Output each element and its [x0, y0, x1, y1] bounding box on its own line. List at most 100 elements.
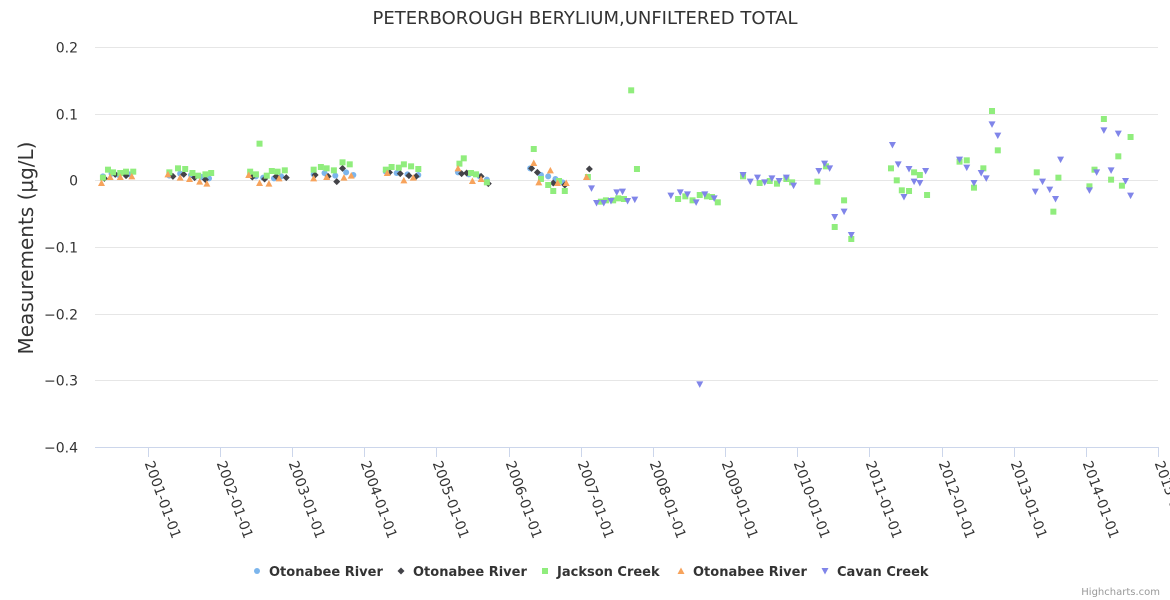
data-point[interactable]	[339, 164, 347, 172]
data-point[interactable]	[994, 132, 1002, 140]
data-point[interactable]	[831, 224, 838, 230]
data-point[interactable]	[1127, 134, 1134, 140]
data-point[interactable]	[203, 180, 211, 187]
data-point[interactable]	[562, 179, 570, 187]
data-point[interactable]	[841, 197, 848, 204]
data-point[interactable]	[924, 192, 931, 198]
data-point[interactable]	[1085, 187, 1093, 194]
data-point[interactable]	[265, 180, 273, 187]
data-point[interactable]	[970, 184, 977, 191]
data-point[interactable]	[164, 170, 172, 178]
data-point[interactable]	[409, 174, 417, 181]
data-point[interactable]	[186, 175, 194, 183]
data-point[interactable]	[275, 174, 283, 182]
data-point[interactable]	[620, 196, 627, 202]
data-point[interactable]	[1052, 196, 1060, 203]
data-point[interactable]	[1050, 208, 1057, 215]
data-point[interactable]	[528, 164, 536, 172]
data-point[interactable]	[823, 163, 830, 170]
data-point[interactable]	[468, 177, 476, 185]
data-point[interactable]	[473, 171, 480, 178]
data-point[interactable]	[256, 140, 263, 147]
data-point[interactable]	[615, 195, 622, 202]
data-point[interactable]	[166, 169, 173, 176]
data-point[interactable]	[847, 232, 855, 239]
data-point[interactable]	[922, 168, 930, 175]
data-point[interactable]	[195, 172, 202, 179]
data-point[interactable]	[696, 192, 703, 198]
data-point[interactable]	[676, 189, 684, 196]
data-point[interactable]	[905, 166, 913, 173]
data-point[interactable]	[613, 189, 621, 196]
legend-symbol[interactable]	[254, 568, 260, 574]
data-point[interactable]	[405, 172, 413, 180]
data-point[interactable]	[1118, 182, 1125, 189]
data-point[interactable]	[1057, 156, 1065, 164]
data-point[interactable]	[483, 179, 490, 186]
data-point[interactable]	[97, 179, 105, 187]
data-point[interactable]	[554, 179, 562, 187]
data-point[interactable]	[624, 198, 632, 205]
data-point[interactable]	[535, 178, 543, 186]
data-point[interactable]	[561, 188, 568, 194]
data-point[interactable]	[263, 172, 270, 179]
data-point[interactable]	[477, 175, 485, 183]
data-point[interactable]	[340, 174, 348, 181]
data-point[interactable]	[633, 166, 640, 172]
data-point[interactable]	[628, 87, 635, 94]
legend-symbol[interactable]	[677, 567, 685, 575]
data-point[interactable]	[683, 191, 691, 198]
data-point[interactable]	[815, 168, 823, 175]
data-point[interactable]	[906, 188, 913, 194]
data-point[interactable]	[281, 167, 288, 174]
data-point[interactable]	[980, 165, 987, 172]
data-point[interactable]	[117, 170, 124, 176]
data-point[interactable]	[533, 168, 541, 176]
data-point[interactable]	[782, 174, 790, 182]
data-point[interactable]	[814, 178, 821, 185]
data-point[interactable]	[256, 179, 264, 187]
data-point[interactable]	[619, 188, 627, 196]
data-point[interactable]	[585, 165, 593, 173]
data-point[interactable]	[343, 169, 350, 176]
legend-item[interactable]: Otonabee River	[397, 565, 528, 580]
data-point[interactable]	[317, 164, 324, 170]
data-point[interactable]	[456, 160, 463, 167]
data-point[interactable]	[982, 175, 990, 182]
data-point[interactable]	[400, 161, 407, 168]
data-point[interactable]	[128, 172, 136, 180]
data-point[interactable]	[831, 214, 839, 221]
data-point[interactable]	[346, 161, 353, 168]
data-point[interactable]	[323, 173, 331, 181]
data-point[interactable]	[537, 176, 544, 182]
data-point[interactable]	[274, 168, 281, 175]
data-point[interactable]	[310, 174, 318, 182]
data-point[interactable]	[202, 171, 209, 178]
data-point[interactable]	[696, 381, 704, 388]
data-point[interactable]	[701, 191, 709, 198]
data-point[interactable]	[593, 200, 601, 207]
data-point[interactable]	[790, 182, 798, 190]
data-point[interactable]	[970, 180, 978, 187]
data-point[interactable]	[789, 179, 796, 186]
data-point[interactable]	[332, 172, 339, 179]
data-point[interactable]	[1107, 167, 1115, 174]
data-point[interactable]	[746, 178, 754, 186]
data-point[interactable]	[1093, 169, 1101, 176]
data-point[interactable]	[714, 199, 721, 206]
data-point[interactable]	[703, 193, 710, 200]
data-point[interactable]	[382, 166, 389, 173]
data-point[interactable]	[916, 180, 924, 187]
data-point[interactable]	[989, 108, 996, 114]
legend-symbol[interactable]	[542, 568, 548, 574]
data-point[interactable]	[768, 175, 776, 182]
data-point[interactable]	[396, 170, 404, 178]
data-point[interactable]	[1100, 127, 1108, 134]
data-point[interactable]	[130, 168, 137, 175]
data-point[interactable]	[123, 168, 130, 175]
data-point[interactable]	[104, 166, 111, 173]
data-point[interactable]	[1046, 186, 1054, 194]
data-point[interactable]	[675, 196, 682, 202]
data-point[interactable]	[761, 179, 769, 186]
data-point[interactable]	[550, 188, 557, 194]
